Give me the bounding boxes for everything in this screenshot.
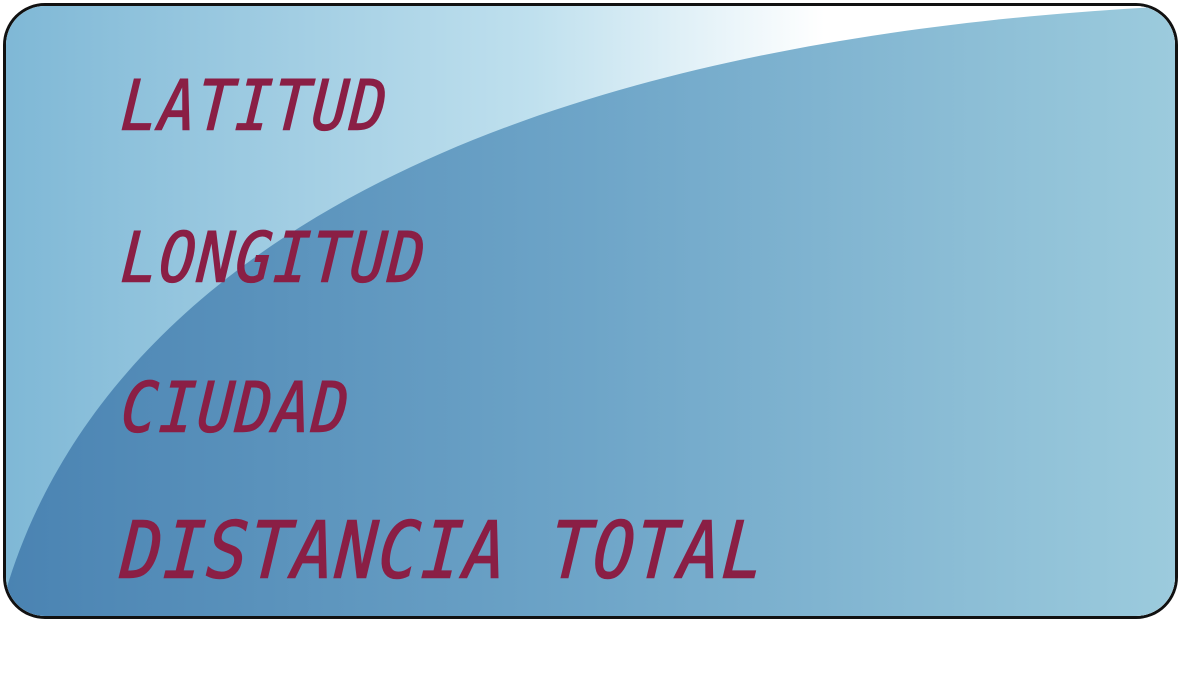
city-label: CIUDAD [118, 368, 354, 450]
panel-background [6, 6, 1175, 616]
latitude-label: LATITUD [118, 66, 392, 148]
gps-display-panel: LATITUD LONGITUD CIUDAD DISTANCIA TOTAL [3, 3, 1178, 619]
total-distance-label: DISTANCIA TOTAL [117, 505, 769, 597]
longitude-label: LONGITUD [118, 218, 430, 300]
